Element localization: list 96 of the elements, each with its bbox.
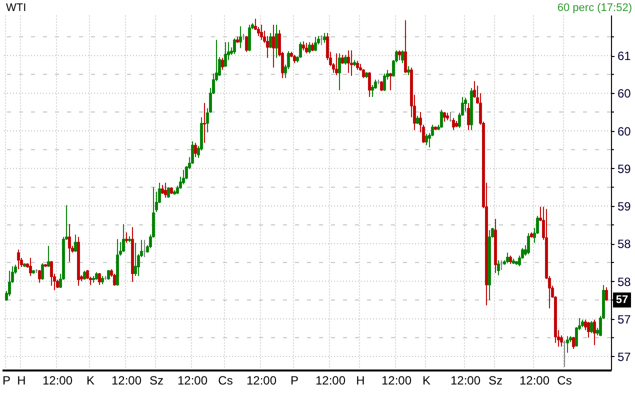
y-tick-label: 59 [618, 162, 632, 176]
y-tick-label: 59 [618, 200, 632, 214]
candlestick [443, 112, 446, 122]
candlestick [467, 102, 470, 131]
candlestick [299, 42, 302, 58]
candlestick [344, 54, 347, 66]
candlestick [590, 320, 593, 334]
candlestick [350, 50, 353, 76]
candlestick [389, 72, 392, 91]
y-tick-label: 61 [618, 49, 632, 64]
x-tick-label: 12:00 [519, 374, 550, 388]
chart-title: WTI [6, 2, 26, 14]
candlestick [203, 102, 206, 144]
candlestick [605, 286, 608, 302]
candlestick [125, 232, 128, 244]
candlestick [47, 245, 50, 268]
candlestick [338, 52, 341, 91]
candlestick [566, 336, 569, 354]
candlestick [356, 60, 359, 70]
candlestick [98, 272, 101, 286]
candlestick [245, 36, 248, 52]
candlestick [194, 142, 197, 158]
candlestick [272, 24, 275, 68]
x-tick-label: H [17, 374, 26, 388]
x-tick-label: 12:00 [381, 374, 412, 388]
x-tick-label: 12:00 [42, 374, 73, 388]
candlestick [308, 42, 311, 54]
x-tick-label: 12:00 [450, 374, 481, 388]
candlestick [335, 52, 338, 76]
y-tick-label: 58 [618, 237, 632, 252]
candlestick [260, 24, 263, 40]
candlestick [29, 257, 32, 276]
y-tick-label: 60 [618, 86, 632, 101]
x-tick-label: 12:00 [246, 374, 277, 388]
chart-subtitle: 60 perc (17:52) [557, 2, 632, 14]
candlestick [401, 50, 404, 64]
y-tick-label: 57 [618, 350, 632, 364]
candlestick [164, 182, 167, 198]
candlestick [314, 36, 317, 52]
candlestick [371, 84, 374, 98]
x-tick-label: K [86, 374, 95, 388]
candlestick [113, 273, 116, 286]
x-tick-label: Sz [488, 374, 503, 388]
x-tick-label: P [2, 374, 11, 388]
candlestick [587, 321, 590, 338]
candlestick [506, 252, 509, 264]
x-tick-label: 12:00 [177, 374, 208, 388]
candlestick [383, 73, 386, 92]
candlestick [407, 66, 410, 76]
x-tick-label: H [356, 374, 365, 388]
candlestick [380, 80, 383, 92]
candlestick [68, 224, 71, 262]
x-tick-label: Sz [149, 374, 164, 388]
candlestick [233, 38, 236, 55]
candlestick [224, 42, 227, 68]
candlestick [182, 169, 185, 185]
candlestick [452, 118, 455, 131]
candlestick [572, 336, 575, 350]
candlestick [347, 50, 350, 74]
candlestick [134, 242, 137, 276]
candlestick [341, 54, 344, 64]
candlestick [17, 249, 20, 270]
candlestick [161, 184, 164, 195]
candlestick [122, 224, 125, 252]
candlestick [302, 40, 305, 51]
candlestick [8, 270, 11, 297]
candlestick [41, 262, 44, 280]
candlestick [275, 24, 278, 58]
candlestick [368, 72, 371, 98]
candlestick [38, 269, 41, 284]
x-tick-label: P [290, 374, 299, 388]
candlestick [74, 234, 77, 252]
candlestick [239, 26, 242, 49]
x-tick-label: K [422, 374, 431, 388]
candlestick [404, 20, 407, 74]
candlestick [497, 260, 500, 276]
candlestick [593, 319, 596, 346]
x-tick-label: Cs [218, 374, 233, 388]
candlestick [248, 24, 251, 52]
candlestick [398, 50, 401, 61]
candlestick [269, 32, 272, 49]
candlestick [464, 97, 467, 112]
x-tick-label: 12:00 [315, 374, 346, 388]
y-tick-label: 60 [618, 124, 632, 138]
candlestick [527, 232, 530, 255]
candlestick [221, 57, 224, 70]
candlestick [50, 260, 53, 286]
y-tick-label: 58 [618, 274, 632, 289]
x-tick-label: Cs [557, 374, 572, 388]
x-tick-label: 12:00 [111, 374, 142, 388]
y-tick-label: 57 [618, 312, 632, 326]
candlestick [167, 186, 170, 198]
candlestick [425, 133, 428, 146]
candlestick [440, 109, 443, 128]
candlestick [305, 42, 308, 54]
candlestick [323, 32, 326, 44]
